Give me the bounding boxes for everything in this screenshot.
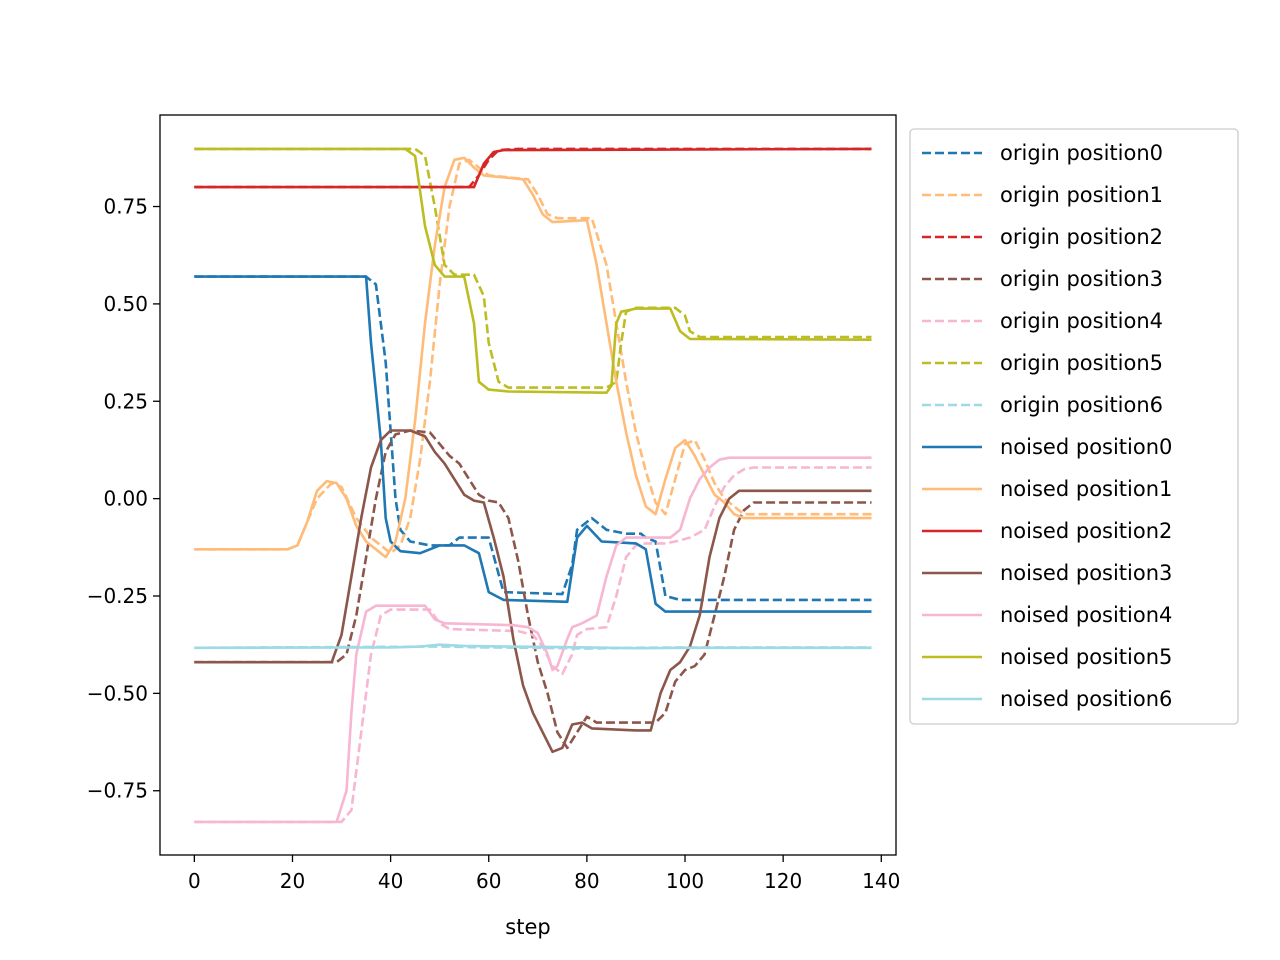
x-axis-label: step xyxy=(505,915,550,939)
x-tick-label: 0 xyxy=(188,869,201,893)
y-tick-label: 0.75 xyxy=(103,195,148,219)
series-line-noised-position3 xyxy=(194,429,872,754)
plot-frame xyxy=(159,114,897,856)
x-tick-label: 80 xyxy=(574,869,599,893)
series-line-origin-position0 xyxy=(194,275,872,602)
x-tick-label: 40 xyxy=(378,869,403,893)
series-line-noised-position1 xyxy=(194,156,872,559)
legend-label: noised position1 xyxy=(1000,477,1172,501)
legend-label: origin position1 xyxy=(1000,183,1163,207)
legend-label: noised position4 xyxy=(1000,603,1172,627)
y-tick-label: −0.25 xyxy=(87,584,148,608)
legend-label: noised position3 xyxy=(1000,561,1172,585)
x-tick-label: 20 xyxy=(280,869,305,893)
legend: origin position0 origin position1 origin p… xyxy=(909,128,1239,725)
x-tick-label: 60 xyxy=(476,869,501,893)
series-line-noised-position4 xyxy=(194,456,872,824)
x-tick-label: 140 xyxy=(862,869,900,893)
plot-area xyxy=(194,147,872,824)
x-axis: 0 20 40 60 80 100 120 140 xyxy=(188,855,900,893)
x-tick-label: 100 xyxy=(666,869,704,893)
y-tick-label: 0.25 xyxy=(103,389,148,413)
y-axis: 0.75 0.50 0.25 0.00 −0.25 −0.50 −0.75 xyxy=(87,195,160,803)
y-tick-label: −0.50 xyxy=(87,681,148,705)
y-tick-label: −0.75 xyxy=(87,779,148,803)
legend-label: origin position4 xyxy=(1000,309,1163,333)
legend-label: noised position0 xyxy=(1000,435,1172,459)
series-line-noised-position0 xyxy=(194,275,872,613)
series-line-noised-position2 xyxy=(194,147,872,189)
y-tick-label: 0.50 xyxy=(103,292,148,316)
legend-label: origin position3 xyxy=(1000,267,1163,291)
legend-label: origin position5 xyxy=(1000,351,1163,375)
legend-box xyxy=(909,128,1239,725)
series-line-origin-position1 xyxy=(194,158,872,555)
legend-label: noised position5 xyxy=(1000,645,1172,669)
legend-label: origin position0 xyxy=(1000,141,1163,165)
legend-label: origin position2 xyxy=(1000,225,1163,249)
series-layer xyxy=(194,147,872,824)
x-tick-label: 120 xyxy=(764,869,802,893)
series-line-noised-position6 xyxy=(194,643,872,650)
legend-label: noised position6 xyxy=(1000,687,1172,711)
legend-label: noised position2 xyxy=(1000,519,1172,543)
series-line-noised-position5 xyxy=(194,147,872,394)
series-line-origin-position3 xyxy=(194,429,872,750)
y-tick-label: 0.00 xyxy=(103,487,148,511)
series-line-origin-position4 xyxy=(194,466,872,824)
legend-label: origin position6 xyxy=(1000,393,1163,417)
